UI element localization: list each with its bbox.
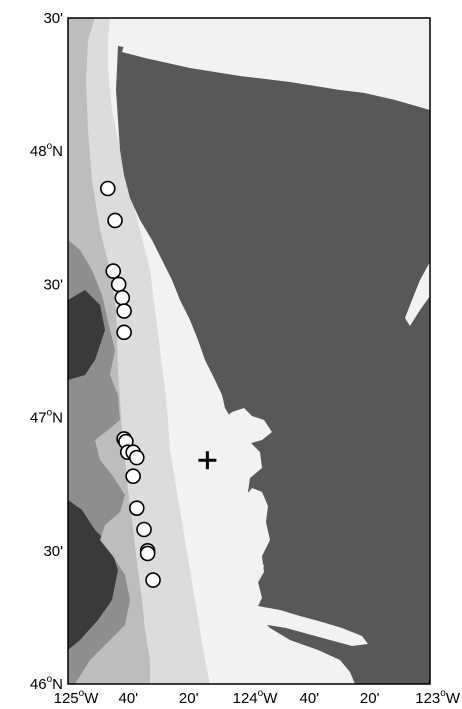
station-marker xyxy=(114,289,131,306)
grays-harbor-water xyxy=(222,408,272,444)
strait-shallow xyxy=(122,42,430,100)
longitude-minute-label: 40' xyxy=(300,690,320,707)
latitude-degree-label: 46oN xyxy=(30,674,63,693)
longitude-labels: 125oW 40' 20' 124oW 40' 20' 123oW xyxy=(54,688,461,707)
station-marker xyxy=(110,276,127,293)
longitude-degree-label: 124oW xyxy=(233,688,279,707)
latitude-degree-label: 48oN xyxy=(30,141,63,160)
latitude-minute-label: 30' xyxy=(43,10,63,27)
station-marker xyxy=(145,572,161,588)
longitude-degree-label: 125oW xyxy=(54,688,100,707)
station-marker xyxy=(128,500,145,516)
latitude-minute-label: 30' xyxy=(43,543,63,560)
station-marker xyxy=(139,545,156,562)
reference-cross-icon xyxy=(198,451,217,470)
latitude-labels: 30' 48oN 30' 47oN 30' 46oN xyxy=(30,10,63,693)
reference-layer xyxy=(198,451,217,470)
station-marker xyxy=(116,324,132,341)
latitude-degree-label: 47oN xyxy=(30,408,63,427)
station-marker xyxy=(125,468,141,485)
station-marker xyxy=(116,303,132,319)
station-marker xyxy=(128,449,145,466)
columbia-river-water xyxy=(238,606,368,646)
longitude-minute-label: 40' xyxy=(119,690,139,707)
map-frame xyxy=(67,17,431,685)
stations-layer xyxy=(100,180,161,588)
longitude-minute-label: 20' xyxy=(360,690,380,707)
longitude-minute-label: 20' xyxy=(179,690,199,707)
latitude-minute-label: 30' xyxy=(43,276,63,293)
station-marker xyxy=(136,521,152,538)
map-area xyxy=(68,18,430,684)
puget-sound-water xyxy=(405,262,430,326)
longitude-degree-label: 123oW xyxy=(415,688,461,707)
willapa-bay-water xyxy=(242,488,270,586)
station-marker xyxy=(107,212,123,229)
station-marker xyxy=(105,263,122,279)
station-marker xyxy=(100,180,116,197)
land-mass xyxy=(116,46,430,684)
